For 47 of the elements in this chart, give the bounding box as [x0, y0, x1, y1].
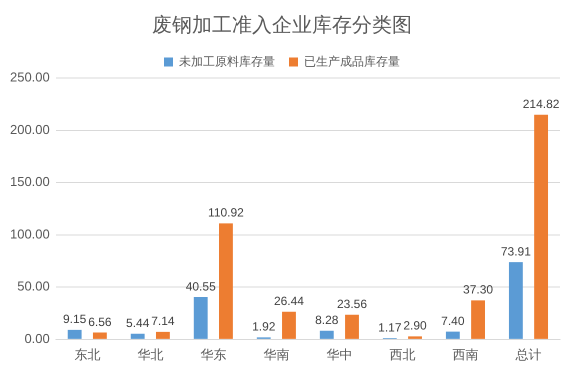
x-tick-label: 华北	[137, 346, 164, 362]
y-tick-label: 100.00	[10, 226, 50, 242]
bar	[282, 312, 296, 339]
data-label: 214.82	[522, 97, 560, 112]
bar	[508, 262, 523, 339]
x-tick-label: 西北	[389, 346, 416, 362]
data-label: 6.56	[88, 314, 112, 329]
data-label: 7.14	[151, 314, 175, 328]
x-tick-label: 华南	[263, 346, 290, 362]
bar	[534, 114, 548, 339]
data-label: 26.44	[274, 294, 304, 308]
x-tick-label: 华东	[200, 346, 226, 362]
x-tick-label: 总计	[514, 346, 542, 362]
bar	[130, 334, 145, 339]
bar	[446, 332, 460, 339]
bar	[156, 332, 170, 339]
data-label: 110.92	[208, 206, 244, 220]
bar	[345, 314, 359, 339]
legend-label: 未加工原料库存量	[179, 54, 275, 68]
y-tick-label: 250.00	[10, 70, 50, 85]
y-tick-label: 50.00	[17, 278, 50, 294]
data-label: 9.15	[62, 312, 87, 326]
data-label: 8.28	[315, 313, 339, 328]
bar	[320, 330, 334, 339]
bar	[68, 330, 82, 339]
y-tick-label: 0.00	[24, 330, 50, 346]
legend-label: 已生产成品库存量	[304, 54, 400, 68]
y-tick-label: 200.00	[10, 122, 50, 137]
data-label: 37.30	[463, 282, 494, 297]
bar	[92, 332, 107, 339]
data-label: 40.55	[186, 279, 216, 294]
data-label: 23.56	[336, 297, 368, 312]
data-label: 1.17	[378, 320, 402, 334]
bar	[408, 336, 422, 339]
data-label: 73.91	[500, 244, 532, 258]
bar	[219, 223, 233, 339]
y-tick-label: 150.00	[10, 174, 50, 190]
x-tick-label: 西南	[452, 346, 478, 362]
data-label: 7.40	[441, 314, 465, 328]
chart-title: 废钢加工准入企业库存分类图	[152, 14, 412, 37]
data-label: 5.44	[126, 316, 150, 330]
bar	[471, 300, 485, 339]
bar	[194, 297, 208, 339]
data-label: 1.92	[252, 320, 276, 334]
x-tick-label: 华中	[326, 346, 352, 362]
data-label: 2.90	[403, 318, 428, 333]
x-tick-label: 东北	[74, 346, 100, 362]
